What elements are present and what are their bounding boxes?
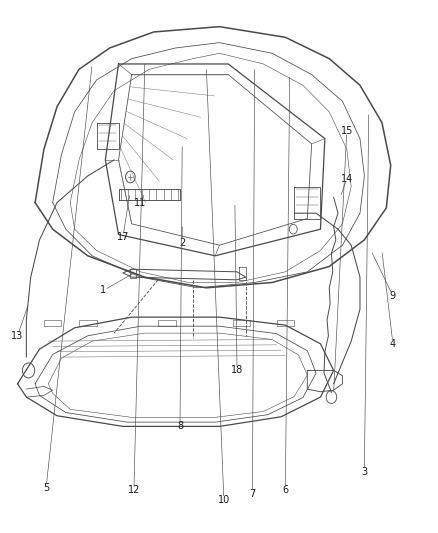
Text: 17: 17 — [117, 232, 129, 242]
Text: 13: 13 — [11, 331, 24, 341]
Text: 1: 1 — [100, 286, 106, 295]
Text: 12: 12 — [127, 486, 140, 495]
Text: 15: 15 — [340, 126, 352, 135]
Text: 9: 9 — [389, 291, 395, 301]
Text: 4: 4 — [389, 339, 395, 349]
Text: 14: 14 — [340, 174, 352, 183]
Text: 3: 3 — [360, 467, 367, 477]
Text: 5: 5 — [43, 483, 49, 492]
Text: 11: 11 — [134, 198, 146, 207]
Text: 7: 7 — [249, 489, 255, 499]
Text: 6: 6 — [282, 486, 288, 495]
Text: 18: 18 — [230, 366, 243, 375]
Text: 8: 8 — [177, 422, 183, 431]
Text: 2: 2 — [179, 238, 185, 247]
Text: 10: 10 — [217, 495, 230, 505]
